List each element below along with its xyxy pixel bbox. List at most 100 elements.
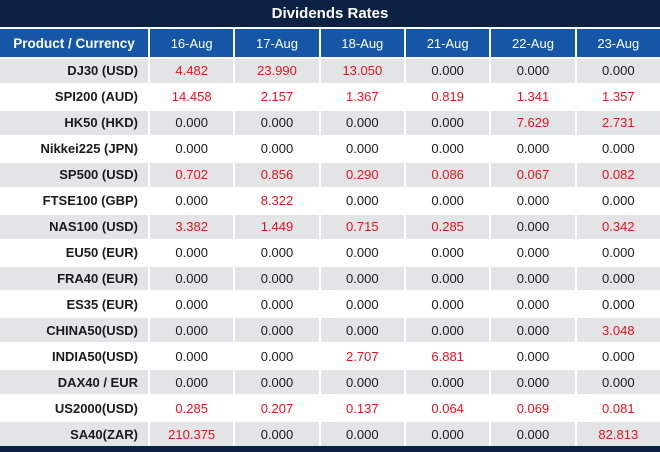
value-cell: 7.629 xyxy=(489,110,574,135)
value-cell: 0.000 xyxy=(574,344,660,369)
value-cell: 0.000 xyxy=(574,188,660,213)
column-header-date: 17-Aug xyxy=(233,29,318,57)
product-cell: EU50 (EUR) xyxy=(65,245,138,261)
value-cell: 0.000 xyxy=(233,240,318,265)
value-cell: 82.813 xyxy=(574,422,660,447)
product-cell: HK50 (HKD) xyxy=(64,115,138,131)
value-cell: 0.702 xyxy=(148,162,233,187)
product-cell: DJ30 (USD) xyxy=(67,63,138,79)
value-cell: 0.000 xyxy=(318,422,404,447)
value-cell: 0.064 xyxy=(403,396,489,421)
value-cell: 0.000 xyxy=(489,292,574,317)
value-cell: 0.081 xyxy=(574,396,660,421)
value-cell: 0.000 xyxy=(489,422,574,447)
table-row: FTSE100 (GBP) 0.000 8.322 0.000 0.000 0.000 0.… xyxy=(0,186,660,213)
table-row: CHINA50(USD) 0.000 0.000 0.000 0.000 0.000 3.0… xyxy=(0,316,660,343)
value-cell: 0.000 xyxy=(318,292,404,317)
table-body: DJ30 (USD) 4.482 23.990 13.050 0.000 0.000 0.0… xyxy=(0,59,660,447)
table-header-row: Product / Currency 16-Aug 17-Aug 18-Aug 21-A… xyxy=(0,29,660,59)
value-cell: 0.000 xyxy=(489,214,574,239)
value-cell: 210.375 xyxy=(148,422,233,447)
product-cell: CHINA50(USD) xyxy=(46,322,138,338)
table-row: NAS100 (USD) 3.382 1.449 0.715 0.285 0.000 0.3… xyxy=(0,212,660,239)
value-cell: 0.000 xyxy=(148,110,233,135)
column-header-date: 16-Aug xyxy=(148,29,233,57)
product-cell: Nikkei225 (JPN) xyxy=(40,141,138,157)
value-cell: 0.290 xyxy=(318,162,404,187)
value-cell: 0.082 xyxy=(574,162,660,187)
value-cell: 1.341 xyxy=(489,84,574,109)
value-cell: 0.000 xyxy=(318,136,404,161)
value-cell: 0.856 xyxy=(233,162,318,187)
value-cell: 0.000 xyxy=(489,136,574,161)
value-cell: 0.819 xyxy=(403,84,489,109)
value-cell: 14.458 xyxy=(148,84,233,109)
value-cell: 0.000 xyxy=(318,318,404,343)
value-cell: 0.000 xyxy=(148,188,233,213)
value-cell: 2.707 xyxy=(318,344,404,369)
value-cell: 0.000 xyxy=(403,188,489,213)
value-cell: 3.048 xyxy=(574,318,660,343)
table-row: HK50 (HKD) 0.000 0.000 0.000 0.000 7.629 2.731 xyxy=(0,108,660,135)
value-cell: 0.000 xyxy=(233,266,318,291)
value-cell: 0.000 xyxy=(233,370,318,395)
value-cell: 0.000 xyxy=(148,344,233,369)
value-cell: 0.000 xyxy=(403,240,489,265)
value-cell: 0.000 xyxy=(489,266,574,291)
value-cell: 0.069 xyxy=(489,396,574,421)
column-header-product: Product / Currency xyxy=(13,35,135,51)
value-cell: 23.990 xyxy=(233,59,318,83)
value-cell: 0.000 xyxy=(403,136,489,161)
value-cell: 1.449 xyxy=(233,214,318,239)
value-cell: 0.000 xyxy=(233,110,318,135)
value-cell: 6.881 xyxy=(403,344,489,369)
value-cell: 0.000 xyxy=(148,370,233,395)
value-cell: 0.137 xyxy=(318,396,404,421)
value-cell: 0.000 xyxy=(233,422,318,447)
column-header-date: 21-Aug xyxy=(403,29,489,57)
value-cell: 0.000 xyxy=(489,318,574,343)
value-cell: 0.000 xyxy=(574,240,660,265)
value-cell: 0.285 xyxy=(148,396,233,421)
page-title: Dividends Rates xyxy=(271,5,389,22)
product-cell: US2000(USD) xyxy=(54,400,138,416)
value-cell: 0.000 xyxy=(148,292,233,317)
value-cell: 0.715 xyxy=(318,214,404,239)
value-cell: 0.086 xyxy=(403,162,489,187)
value-cell: 0.000 xyxy=(489,188,574,213)
value-cell: 0.000 xyxy=(233,136,318,161)
product-cell: SP500 (USD) xyxy=(59,167,138,183)
table-row: ES35 (EUR) 0.000 0.000 0.000 0.000 0.000 0.000 xyxy=(0,290,660,317)
value-cell: 0.207 xyxy=(233,396,318,421)
footer-bar xyxy=(0,446,660,452)
product-cell: INDIA50(USD) xyxy=(52,348,138,364)
table-row: EU50 (EUR) 0.000 0.000 0.000 0.000 0.000 0.000 xyxy=(0,238,660,265)
value-cell: 0.000 xyxy=(489,344,574,369)
value-cell: 1.367 xyxy=(318,84,404,109)
value-cell: 0.000 xyxy=(318,188,404,213)
value-cell: 0.000 xyxy=(233,292,318,317)
value-cell: 0.285 xyxy=(403,214,489,239)
value-cell: 0.000 xyxy=(403,422,489,447)
value-cell: 13.050 xyxy=(318,59,404,83)
value-cell: 0.000 xyxy=(233,344,318,369)
table-row: Nikkei225 (JPN) 0.000 0.000 0.000 0.000 0.000… xyxy=(0,134,660,161)
value-cell: 3.382 xyxy=(148,214,233,239)
product-cell: ES35 (EUR) xyxy=(66,296,138,312)
value-cell: 0.000 xyxy=(148,266,233,291)
value-cell: 0.342 xyxy=(574,214,660,239)
value-cell: 0.000 xyxy=(403,266,489,291)
product-cell: NAS100 (USD) xyxy=(49,219,138,235)
value-cell: 0.000 xyxy=(148,318,233,343)
product-cell: SA40(ZAR) xyxy=(70,426,138,442)
value-cell: 0.000 xyxy=(403,370,489,395)
value-cell: 2.157 xyxy=(233,84,318,109)
value-cell: 0.000 xyxy=(489,59,574,83)
table-row: SPI200 (AUD) 14.458 2.157 1.367 0.819 1.341 1.… xyxy=(0,82,660,109)
column-header-date: 18-Aug xyxy=(318,29,404,57)
value-cell: 0.000 xyxy=(574,292,660,317)
value-cell: 0.000 xyxy=(148,136,233,161)
value-cell: 0.000 xyxy=(574,59,660,83)
column-header-date: 23-Aug xyxy=(574,29,660,57)
